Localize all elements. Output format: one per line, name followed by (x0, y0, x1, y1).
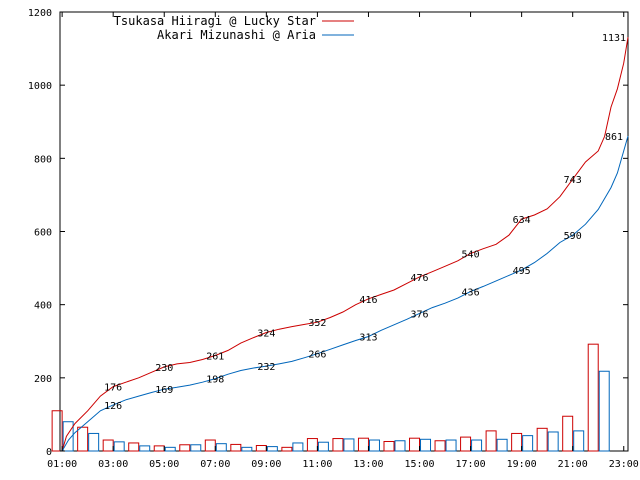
x-tick-label: 21:00 (558, 459, 588, 470)
histogram-bar (409, 437, 421, 452)
histogram-bar (179, 444, 191, 452)
histogram-bar (573, 430, 585, 452)
histogram-bar (536, 427, 548, 452)
histogram-bar (102, 439, 114, 452)
histogram-bar (113, 441, 125, 452)
histogram-bar (547, 431, 559, 452)
histogram-bar (445, 439, 457, 452)
histogram-bar (204, 439, 216, 452)
histogram-bar (485, 430, 497, 452)
histogram-bar (241, 446, 253, 452)
histogram-bar (139, 445, 151, 452)
series-line-0 (61, 37, 629, 452)
data-label: 743 (564, 175, 582, 186)
data-labels: 176 230 261 324 352 416 476 540 634 743 1131 126 169… (104, 33, 626, 412)
data-label: 540 (462, 249, 480, 260)
histogram-bar (230, 443, 242, 452)
histogram-bar (292, 442, 304, 452)
series-line-1 (61, 135, 629, 452)
data-label: 416 (359, 295, 377, 306)
histogram-bar (383, 440, 395, 452)
x-axis: 01:00 03:00 05:00 07:00 09:00 11:00 13:00 15:00… (47, 12, 639, 470)
histogram-bars (51, 343, 610, 452)
histogram-bar (164, 446, 176, 452)
histogram-bar (317, 441, 329, 452)
histogram-bar (522, 435, 534, 452)
legend-label-tsukasa: Tsukasa Hiiragi @ Lucky Star (114, 14, 316, 28)
histogram-bar (394, 440, 406, 452)
data-label: 495 (513, 266, 531, 277)
data-label: 376 (410, 309, 428, 320)
y-tick-label: 400 (34, 301, 52, 312)
histogram-bar (368, 439, 380, 452)
data-label: 352 (308, 318, 326, 329)
y-tick-label: 200 (34, 374, 52, 385)
y-axis: 0 200 400 600 800 1000 1200 (28, 8, 628, 458)
histogram-bar (332, 438, 344, 452)
data-label: 176 (104, 383, 122, 394)
plot-frame (59, 11, 629, 452)
x-tick-label: 11:00 (302, 459, 332, 470)
histogram-bar (281, 446, 293, 452)
x-tick-label: 19:00 (507, 459, 537, 470)
y-tick-label: 1200 (28, 8, 52, 19)
data-label: 313 (359, 332, 377, 343)
legend: Tsukasa Hiiragi @ Lucky Star Akari Mizun… (114, 14, 354, 42)
x-tick-label: 09:00 (251, 459, 281, 470)
y-tick-label: 600 (34, 228, 52, 239)
x-tick-label: 03:00 (98, 459, 128, 470)
x-tick-label: 07:00 (200, 459, 230, 470)
y-tick-label: 800 (34, 154, 52, 165)
y-tick-label: 0 (46, 447, 52, 458)
x-tick-label: 13:00 (353, 459, 383, 470)
histogram-bar (357, 437, 369, 452)
histogram-bar (471, 439, 483, 452)
histogram-bar (266, 446, 278, 452)
data-label: 261 (206, 352, 224, 363)
data-label: 198 (206, 375, 224, 386)
histogram-bar (598, 370, 610, 452)
histogram-bar (434, 440, 446, 452)
histogram-bar (306, 438, 318, 452)
legend-label-akari: Akari Mizunashi @ Aria (157, 28, 316, 42)
data-label: 324 (257, 328, 275, 339)
cumulative-lines (61, 37, 629, 452)
data-label: 476 (410, 273, 428, 284)
histogram-bar (215, 443, 227, 452)
histogram-bar (460, 436, 472, 452)
x-tick-label: 23:00 (609, 459, 639, 470)
histogram-bar (128, 442, 140, 452)
histogram-bar (88, 432, 100, 452)
histogram-bar (343, 438, 355, 452)
x-tick-label: 17:00 (456, 459, 486, 470)
histogram-bar (62, 421, 74, 452)
data-label: 126 (104, 401, 122, 412)
data-label: 861 (605, 132, 623, 143)
histogram-bar (420, 438, 432, 452)
histogram-bar (51, 410, 63, 452)
data-label: 436 (462, 287, 480, 298)
histogram-bar (562, 415, 574, 452)
x-tick-label: 15:00 (404, 459, 434, 470)
histogram-bar (77, 426, 89, 452)
histogram-bar (153, 445, 165, 452)
data-label: 169 (155, 385, 173, 396)
data-label: 266 (308, 350, 326, 361)
data-label: 590 (564, 231, 582, 242)
histogram-bar (255, 445, 267, 452)
histogram-bar (587, 343, 599, 452)
data-label: 232 (257, 362, 275, 373)
histogram-bar (511, 432, 523, 452)
x-tick-label: 01:00 (47, 459, 77, 470)
histogram-bar (190, 444, 202, 452)
data-label: 230 (155, 363, 173, 374)
x-tick-label: 05:00 (149, 459, 179, 470)
data-label: 634 (513, 215, 531, 226)
data-label: 1131 (602, 33, 626, 44)
y-tick-label: 1000 (28, 81, 52, 92)
histogram-bar (496, 438, 508, 452)
